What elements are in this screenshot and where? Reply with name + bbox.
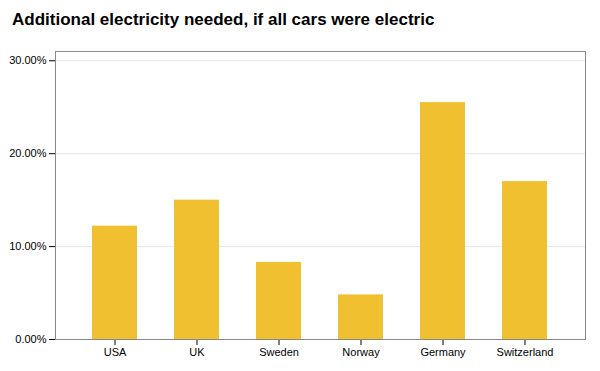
svg-text:USA: USA [104, 346, 127, 358]
svg-text:Norway: Norway [342, 346, 380, 358]
svg-text:Germany: Germany [420, 346, 466, 358]
svg-text:30.00%: 30.00% [9, 54, 47, 66]
svg-text:Switzerland: Switzerland [497, 346, 554, 358]
svg-text:10.00%: 10.00% [9, 240, 47, 252]
svg-text:UK: UK [189, 346, 205, 358]
svg-text:0.00%: 0.00% [15, 333, 46, 345]
svg-text:Sweden: Sweden [259, 346, 299, 358]
html-text:Additional electricity needed,: Additional electricity needed, if all ca… [12, 10, 435, 29]
svg-text:20.00%: 20.00% [9, 147, 47, 159]
